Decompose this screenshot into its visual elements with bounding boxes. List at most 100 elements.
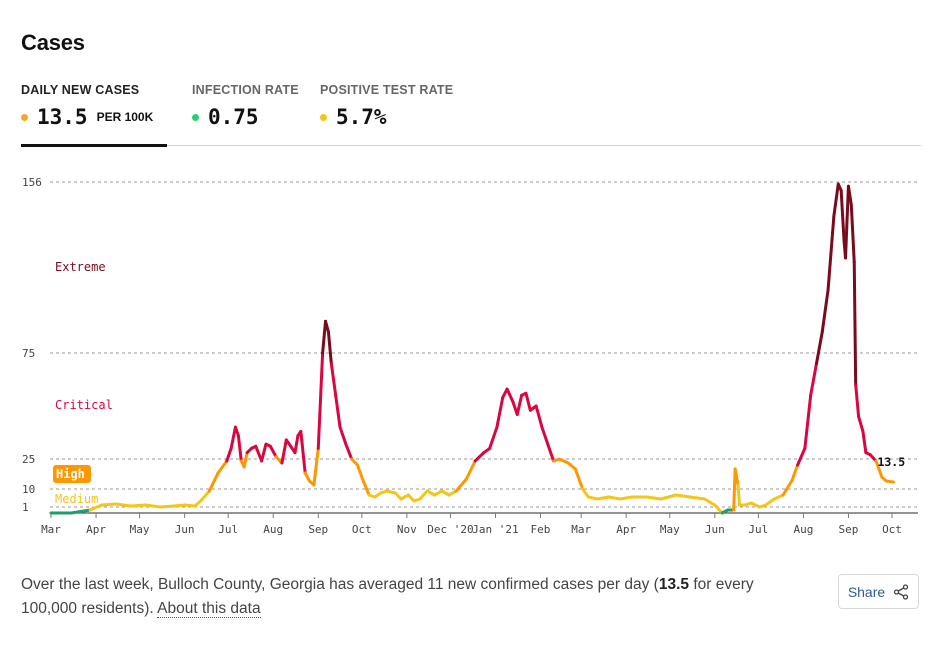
series-line-segment: [329, 362, 338, 397]
series-line-segment: [820, 288, 830, 334]
tab-positive-test-rate[interactable]: POSITIVE TEST RATE 5.7%: [320, 83, 460, 144]
tab-label: DAILY NEW CASES: [21, 83, 140, 97]
series-line-segment: [312, 446, 320, 487]
summary-bold-value: 13.5: [658, 576, 690, 593]
tab-daily-new-cases[interactable]: DAILY NEW CASES 13.5 PER 100K: [21, 83, 167, 147]
y-tick-label: 75: [22, 347, 35, 360]
series-line-segment: [524, 391, 532, 412]
series-line-segment: [790, 463, 800, 483]
status-dot: [320, 113, 327, 121]
series-line-segment: [183, 503, 197, 508]
series-line-segment: [495, 396, 505, 429]
series-line-segment: [254, 444, 264, 463]
x-tick-label: Jan '21: [472, 523, 518, 536]
tab-infection-rate[interactable]: INFECTION RATE 0.75: [192, 83, 304, 144]
series-line-segment: [268, 444, 278, 459]
series-line-segment: [540, 425, 550, 446]
cases-chart: 1 10 25 75 156 Mar Apr May Jun Jul Aug Sep Oct Nov Dec…: [22, 176, 918, 536]
series-line-segment: [688, 495, 707, 501]
series-line-segment: [344, 442, 354, 461]
series-line-segment: [129, 503, 147, 508]
series-line-segment: [736, 483, 741, 507]
series-line-segment: [659, 493, 678, 501]
series-line-segment: [488, 425, 499, 450]
level-label: Medium: [55, 492, 98, 506]
series-line-segment: [361, 479, 371, 497]
series-line-segment: [242, 451, 249, 469]
level-label: High: [56, 467, 85, 481]
series-line-segment: [515, 393, 524, 416]
x-tick-label: Feb: [531, 523, 551, 536]
series-line-segment: [473, 451, 486, 463]
x-tick-label: Dec '20: [427, 523, 473, 536]
series-line-segment: [857, 415, 865, 433]
series-line-segment: [324, 319, 330, 334]
series-line-segment: [326, 330, 333, 366]
share-button[interactable]: Share: [838, 574, 919, 609]
series-line-segment: [733, 467, 740, 487]
y-tick-label: 156: [22, 176, 42, 189]
series-line-segment: [505, 387, 515, 404]
x-tick-label: Oct: [352, 523, 372, 536]
x-tick-label: Jul: [218, 523, 238, 536]
series-line-segment: [796, 446, 807, 467]
series-line-segment: [581, 487, 590, 499]
last-value-label: 13.5: [877, 455, 905, 469]
share-icon: [894, 583, 909, 600]
series-line-segment: [849, 203, 856, 264]
series-line-segment: [832, 182, 840, 218]
tab-label: INFECTION RATE: [192, 83, 299, 97]
series-line-segment: [100, 502, 118, 507]
series-line-segment: [321, 319, 328, 355]
series-line-segment: [703, 497, 717, 507]
y-tick-label: 10: [22, 483, 35, 496]
series-line-segment: [674, 493, 692, 499]
series-line-segment: [566, 461, 577, 471]
series-line-segment: [418, 489, 429, 501]
level-badge: [53, 465, 91, 483]
series-line-segment: [216, 459, 229, 475]
series-line-segment: [874, 459, 884, 479]
series-line-segment: [852, 260, 858, 387]
tab-label: POSITIVE TEST RATE: [320, 83, 454, 97]
series-line-segment: [884, 479, 895, 484]
x-tick-label: Jun: [705, 523, 725, 536]
series-line-segment: [464, 459, 477, 481]
metric-tabs: DAILY NEW CASES 13.5 PER 100K INFECTION …: [21, 83, 921, 147]
x-tick-label: Apr: [616, 523, 636, 536]
status-dot: [21, 113, 28, 121]
series-line-segment: [839, 188, 846, 243]
series-line-segment: [854, 383, 861, 419]
summary-part: for every 100,000 residents).: [21, 576, 754, 617]
series-line-segment: [280, 438, 288, 465]
series-line-segment: [607, 495, 622, 501]
level-label: Extreme: [55, 260, 106, 274]
series-line-segment: [749, 501, 762, 509]
series-line-segment: [158, 504, 176, 509]
series-line-segment: [114, 502, 133, 508]
x-tick-label: Oct: [882, 523, 902, 536]
series-line-segment: [207, 471, 220, 493]
y-tick-label: 1: [22, 501, 29, 514]
y-tick-label: 25: [22, 453, 35, 466]
series-line-segment: [618, 495, 634, 501]
series-line-segment: [546, 442, 556, 463]
x-tick-label: Nov: [397, 523, 417, 536]
series-line-segment: [303, 471, 312, 483]
series-line-segment: [772, 493, 785, 501]
series-line-segment: [573, 467, 585, 491]
series-line-segment: [69, 508, 92, 515]
series-line-segment: [713, 503, 724, 515]
series-line-segment: [299, 429, 307, 475]
series-line-segment: [229, 425, 237, 450]
summary-part: Over the last week, Bulloch County, Geor…: [21, 576, 659, 593]
series-line-segment: [861, 429, 868, 455]
series-line-segment: [781, 479, 794, 497]
series-line-segment: [260, 442, 268, 463]
metric-value: 13.5: [37, 105, 88, 129]
series-line-segment: [334, 393, 342, 429]
x-tick-label: Mar: [571, 523, 591, 536]
about-data-link[interactable]: About this data: [157, 600, 261, 618]
x-tick-label: May: [660, 523, 680, 536]
metric-value: 5.7%: [336, 105, 387, 129]
